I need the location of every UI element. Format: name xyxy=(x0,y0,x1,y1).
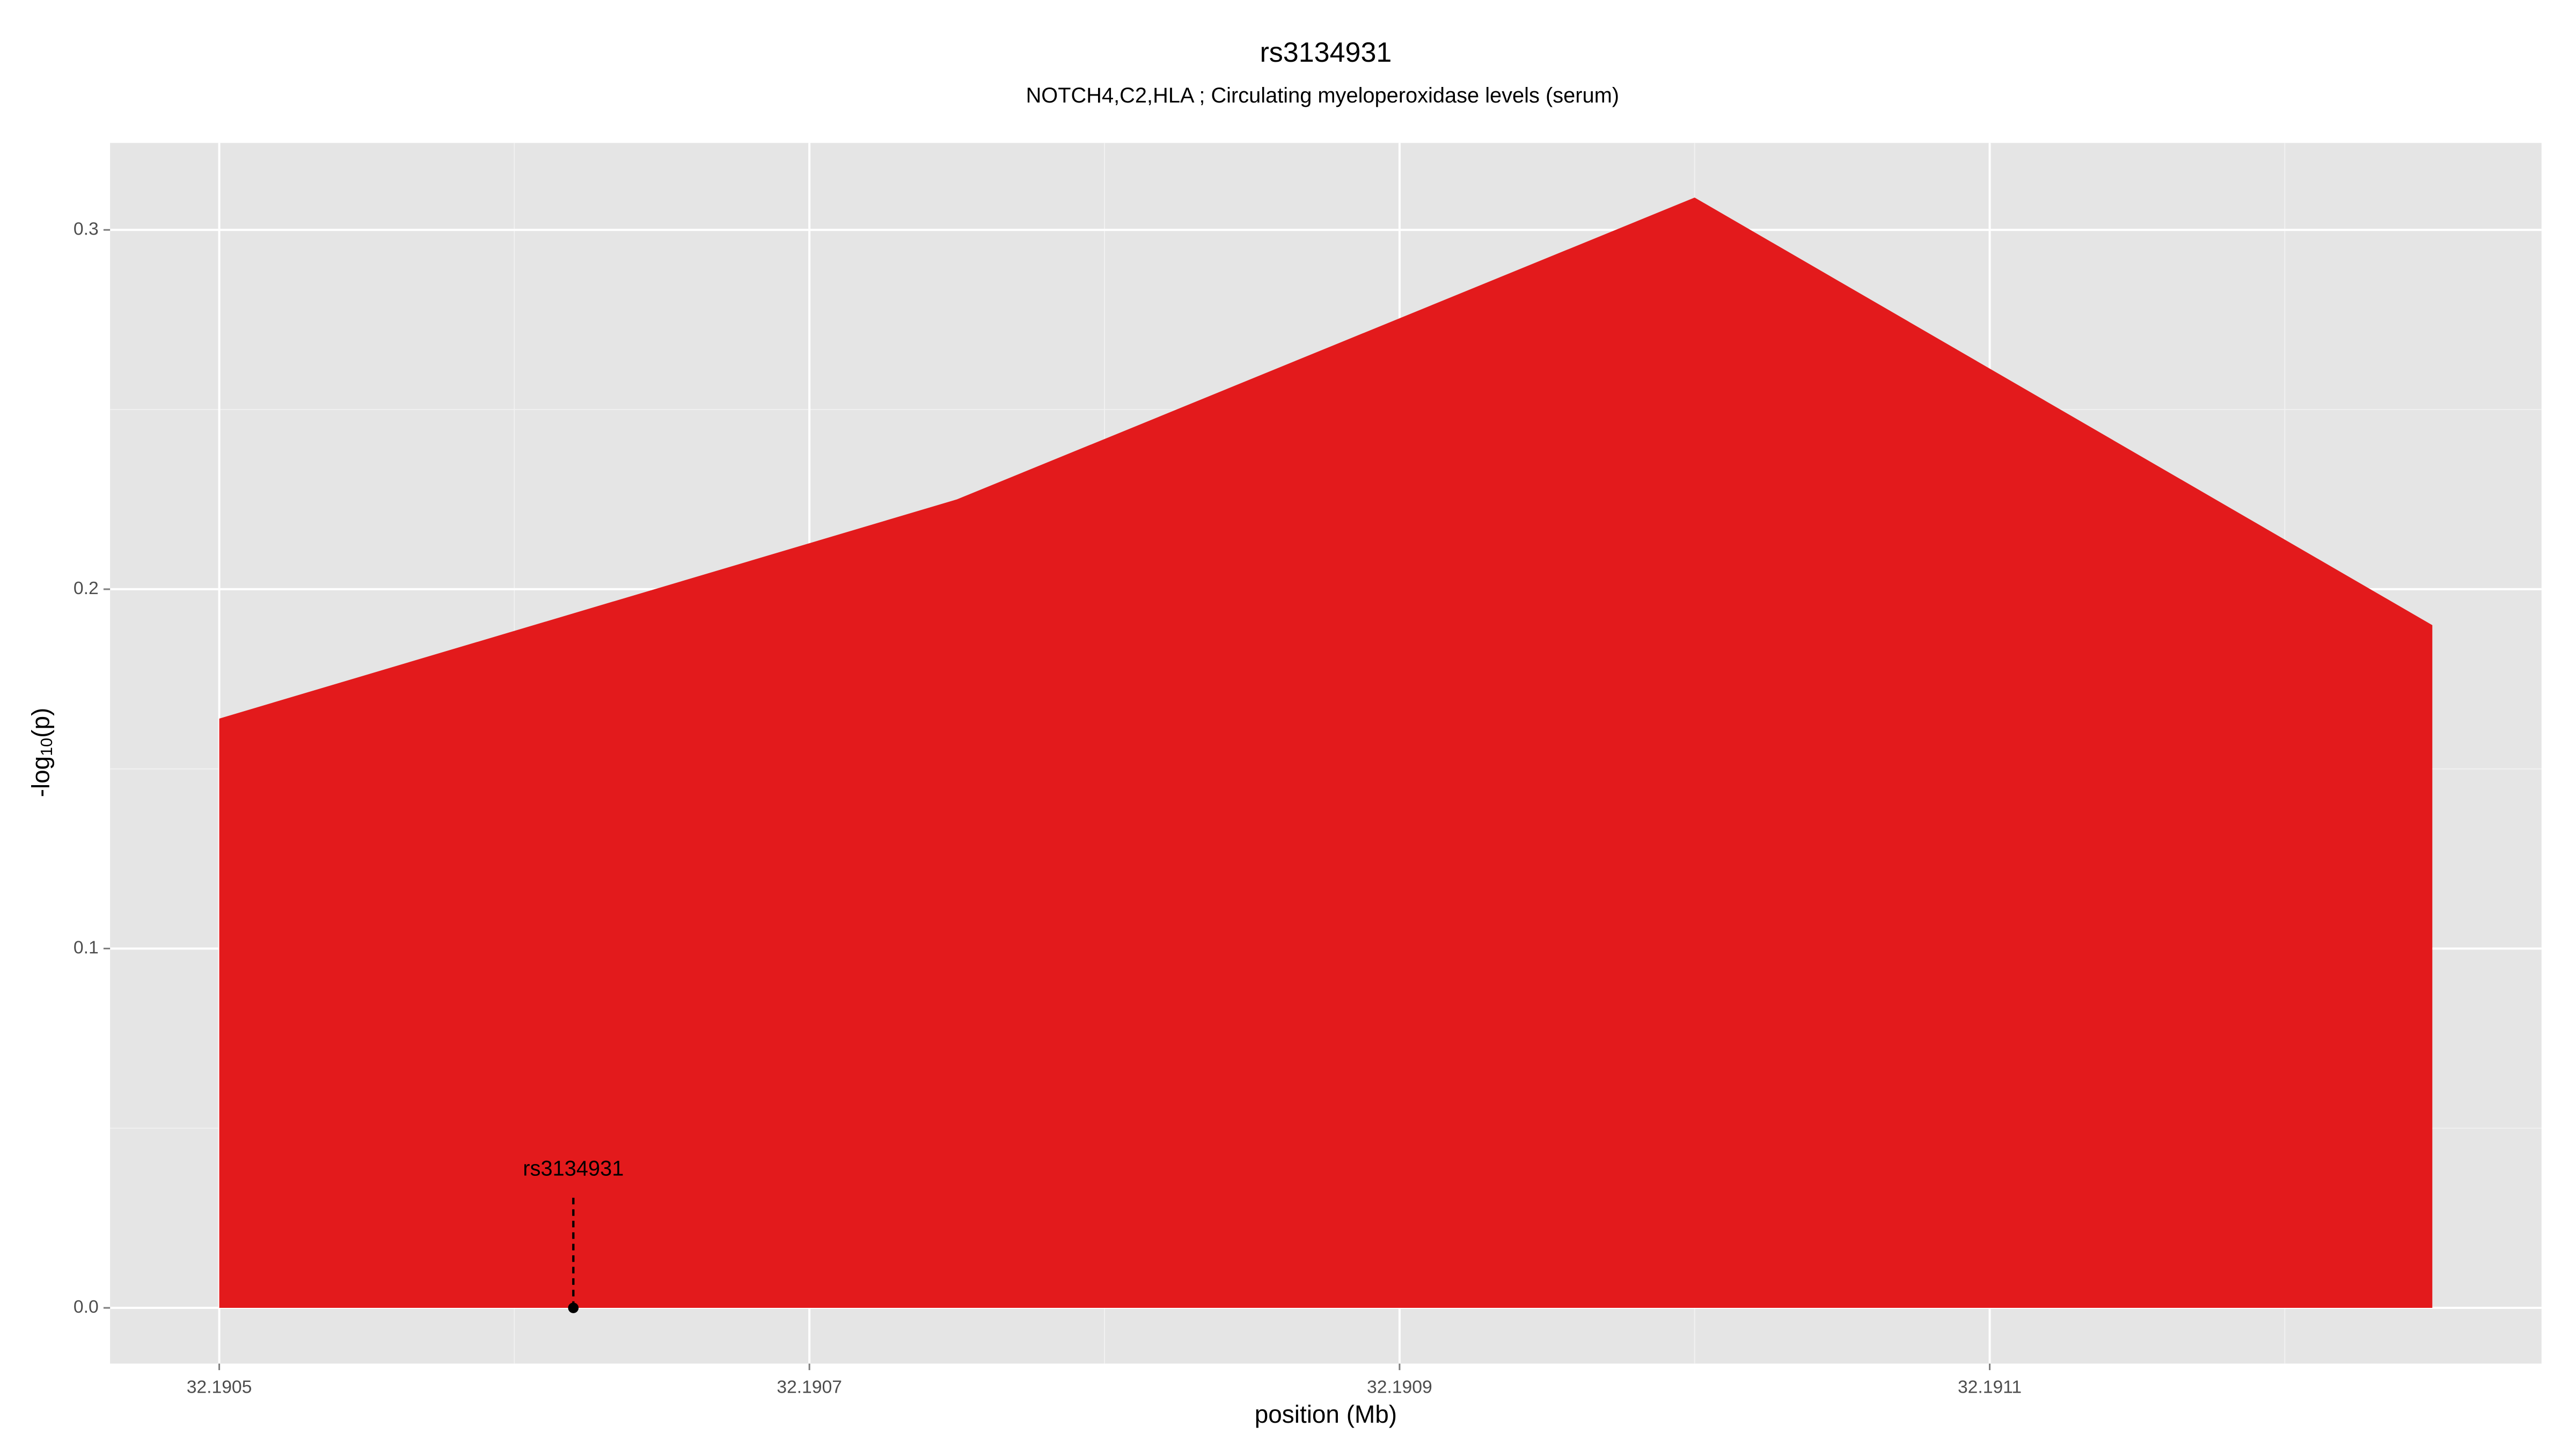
y-axis-label: -log10(p) xyxy=(27,708,56,797)
chart-subtitle: NOTCH4,C2,HLA ; Circulating myeloperoxid… xyxy=(1026,84,1619,107)
x-tick-label: 32.1907 xyxy=(777,1378,842,1397)
marks: rs3134931 xyxy=(219,197,2433,1313)
y-tick-label: 0.0 xyxy=(74,1297,99,1317)
y-tick-label: 0.3 xyxy=(74,219,99,239)
y-label-part: -log xyxy=(27,756,55,797)
y-label-subscript: 10 xyxy=(38,738,56,756)
annotation-point xyxy=(568,1302,579,1313)
area xyxy=(219,197,2433,1308)
annotation-label: rs3134931 xyxy=(523,1157,624,1180)
y-label-part: (p) xyxy=(27,708,55,738)
x-tick-label: 32.1911 xyxy=(1958,1378,2022,1397)
x-axis-label: position (Mb) xyxy=(1255,1400,1397,1428)
x-tick-label: 32.1909 xyxy=(1367,1378,1432,1397)
chart-title: rs3134931 xyxy=(1260,37,1392,68)
y-tick-label: 0.1 xyxy=(74,938,99,957)
x-tick-label: 32.1905 xyxy=(187,1378,252,1397)
y-tick-label: 0.2 xyxy=(74,579,99,598)
